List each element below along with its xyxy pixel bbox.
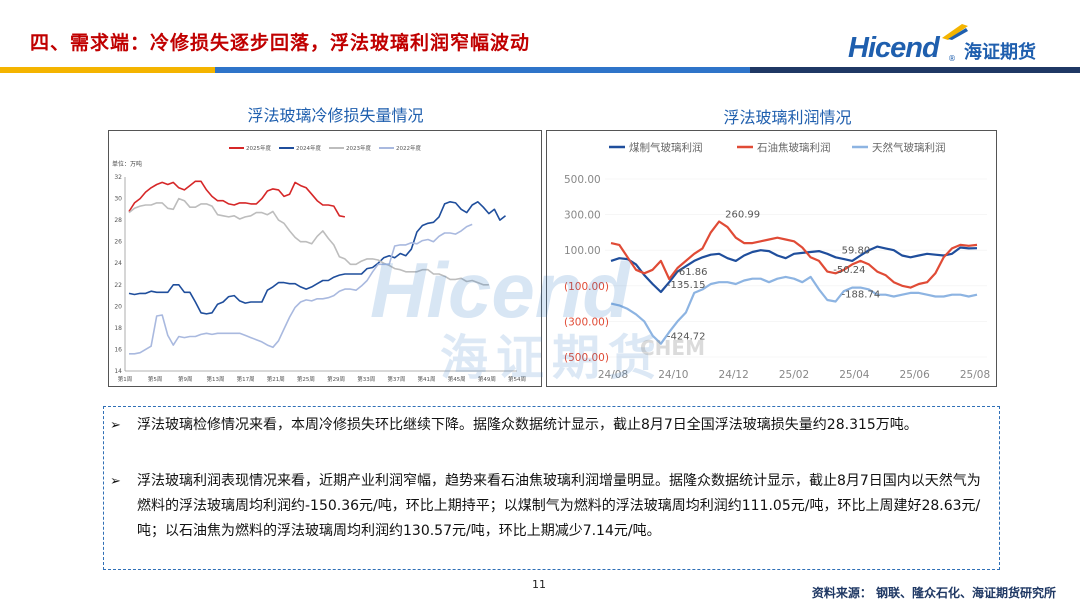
logo-wordmark: Hicend	[848, 32, 940, 64]
registered-mark: ®	[948, 54, 956, 63]
y-tick-label: 14	[114, 368, 122, 375]
legend-label: 煤制气玻璃利润	[629, 141, 703, 154]
legend-label: 2023年度	[346, 144, 371, 152]
x-tick-label: 第29周	[327, 375, 345, 383]
y-tick-label: 300.00	[564, 210, 601, 222]
x-tick-label: 24/08	[598, 369, 628, 381]
series-line	[128, 201, 506, 315]
unit-label: 单位：万吨	[112, 160, 142, 168]
x-tick-label: 24/12	[719, 369, 749, 381]
y-tick-label: 500.00	[564, 174, 601, 186]
y-tick-label: (500.00)	[564, 352, 609, 364]
cold-repair-loss-chart-panel: 单位：万吨 14 16 18 20 22 24 26 28 30 32 第1周 第5周 第9周 第13周 第1…	[108, 130, 542, 387]
y-tick-label: 30	[114, 196, 122, 203]
series-line	[129, 223, 473, 355]
legend-label: 2025年度	[246, 144, 271, 152]
header-accent-bars	[0, 67, 1080, 73]
y-tick-label: (100.00)	[564, 281, 609, 293]
arrow-bullet-icon: ➢	[110, 474, 121, 489]
x-tick-label: 第25周	[297, 375, 315, 383]
data-source: 资料来源： 钢联、隆众石化、海证期货研究所	[811, 586, 1056, 600]
y-tick-label: 26	[114, 239, 122, 246]
series-line	[128, 180, 346, 218]
x-tick-label: 25/04	[839, 369, 870, 381]
x-tick-label: 第45周	[448, 375, 466, 383]
left-chart-title: 浮法玻璃冷修损失量情况	[247, 106, 424, 125]
legend-label: 2024年度	[296, 144, 321, 152]
y-tick-label: 20	[114, 303, 122, 310]
x-tick-label: 25/06	[900, 369, 931, 381]
note-text: 浮法玻璃利润表现情况来看，近期产业利润窄幅，趋势来看石油焦玻璃利润增量明显。据隆…	[137, 473, 981, 539]
y-tick-label: 28	[114, 217, 122, 224]
x-tick-label: 第49周	[478, 375, 496, 383]
data-annotation: -50.24	[833, 265, 865, 276]
y-tick-label: (300.00)	[564, 316, 609, 328]
profit-chart-panel: 500.00 300.00 100.00 (100.00) (300.00) (500.0…	[546, 130, 997, 387]
x-tick-label: 第13周	[206, 375, 224, 383]
watermark-brand: Hicend	[370, 246, 631, 334]
data-annotation: -424.72	[667, 332, 706, 343]
data-annotation: 59.80	[842, 245, 871, 256]
data-annotation: -188.74	[842, 290, 881, 301]
page-number: 11	[532, 578, 546, 591]
note-item: ➢ 浮法玻璃检修情况来看，本周冷修损失环比继续下降。据隆众数据统计显示，截止8月…	[110, 413, 990, 438]
series-line	[610, 220, 978, 289]
company-logo: Hicend ® 海证期货	[848, 24, 1053, 66]
y-tick-label: 24	[114, 260, 122, 267]
x-tick-label: 25/08	[960, 369, 990, 381]
data-annotation: 260.99	[725, 210, 760, 221]
y-tick-label: 22	[114, 282, 122, 289]
x-tick-label: 25/02	[779, 369, 809, 381]
right-chart-title: 浮法玻璃利润情况	[723, 108, 852, 127]
legend-label: 2022年度	[396, 144, 421, 152]
series-line	[610, 245, 978, 294]
accent-bar-yellow	[0, 67, 215, 73]
x-tick-label: 第21周	[267, 375, 285, 383]
watermark-chem: CHEM	[640, 336, 705, 360]
logo-chinese-name: 海证期货	[964, 42, 1036, 63]
legend-label: 天然气玻璃利润	[872, 141, 946, 154]
page-title: 四、需求端：冷修损失逐步回落，浮法玻璃利润窄幅波动	[30, 32, 531, 54]
series-line	[128, 197, 489, 286]
accent-bar-blue	[215, 67, 750, 73]
x-tick-label: 第33周	[357, 375, 375, 383]
note-text: 浮法玻璃检修情况来看，本周冷修损失环比继续下降。据隆众数据统计显示，截止8月7日…	[137, 417, 918, 433]
x-tick-label: 第5周	[148, 375, 163, 383]
note-item: ➢ 浮法玻璃利润表现情况来看，近期产业利润窄幅，趋势来看石油焦玻璃利润增量明显。…	[110, 469, 990, 544]
x-tick-label: 第1周	[118, 375, 133, 383]
y-tick-label: 32	[114, 174, 122, 181]
data-annotation: -135.15	[667, 280, 706, 291]
logo-wing-icon	[942, 24, 968, 40]
arrow-bullet-icon: ➢	[110, 418, 121, 433]
y-tick-label: 100.00	[564, 245, 601, 257]
x-tick-label: 第17周	[237, 375, 255, 383]
analysis-notes-box: ➢ 浮法玻璃检修情况来看，本周冷修损失环比继续下降。据隆众数据统计显示，截止8月…	[103, 406, 1000, 570]
x-tick-label: 第54周	[508, 375, 526, 383]
x-tick-label: 24/10	[658, 369, 688, 381]
series-line	[610, 275, 978, 345]
cold-repair-loss-chart: 单位：万吨 14 16 18 20 22 24 26 28 30 32 第1周 第5周 第9周 第13周 第1…	[112, 144, 526, 383]
y-tick-label: 18	[114, 325, 122, 332]
float-glass-profit-chart: 500.00 300.00 100.00 (100.00) (300.00) (500.0…	[564, 141, 990, 381]
x-tick-label: 第41周	[418, 375, 436, 383]
x-tick-label: 第37周	[387, 375, 405, 383]
x-tick-label: 第9周	[178, 375, 193, 383]
watermark-chinese: 海证期货	[440, 330, 665, 386]
accent-bar-navy	[750, 67, 1080, 73]
data-annotation: -61.86	[675, 267, 707, 278]
y-tick-label: 16	[114, 346, 122, 353]
legend-label: 石油焦玻璃利润	[757, 141, 831, 154]
